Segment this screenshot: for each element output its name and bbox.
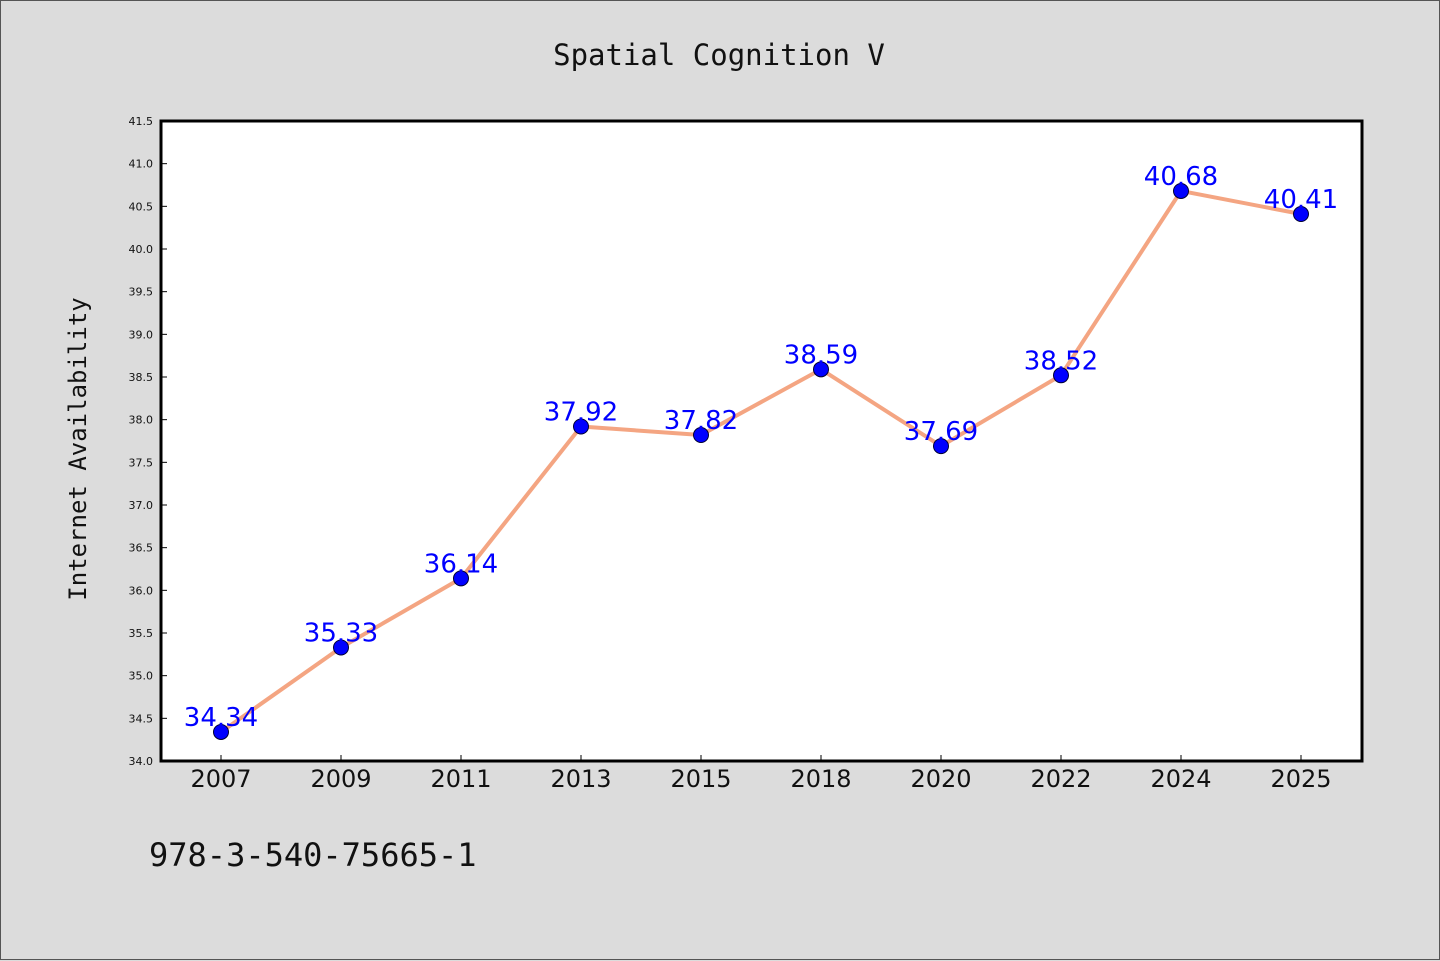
data-point	[333, 639, 349, 656]
x-tick-label: 2020	[910, 765, 971, 793]
data-point	[693, 427, 709, 444]
data-point	[453, 570, 469, 587]
data-label: 37.92	[544, 397, 618, 427]
y-tick-label: 39.0	[129, 328, 154, 341]
y-axis: 34.0 34.5 35.0 35.5 36.0 36.5 37.0 37.5 38.0 38.5…	[129, 115, 167, 768]
y-tick-label: 41.5	[129, 115, 154, 128]
data-label-group: 34.34 35.33 36.14 37.92 37.82 38.59 37.69 38.52…	[184, 162, 1338, 733]
y-tick-label: 39.5	[129, 286, 154, 299]
data-point	[1173, 182, 1189, 199]
isbn-footer: 978-3-540-75665-1	[149, 836, 477, 874]
x-tick-label: 2007	[190, 765, 251, 793]
data-point	[213, 723, 229, 740]
x-tick-label: 2018	[790, 765, 851, 793]
y-tick-label: 34.0	[129, 755, 154, 768]
series-line-group	[219, 188, 1302, 734]
y-tick-label: 38.0	[129, 414, 154, 427]
y-tick-label: 40.5	[129, 200, 154, 213]
data-label: 34.34	[184, 703, 258, 733]
x-tick-label: 2013	[550, 765, 611, 793]
data-label: 38.52	[1024, 346, 1098, 376]
data-point	[813, 361, 829, 378]
y-tick-label: 40.0	[129, 243, 154, 256]
data-point	[933, 438, 949, 455]
x-tick-label: 2011	[430, 765, 491, 793]
x-tick-label: 2022	[1030, 765, 1091, 793]
y-tick-label: 37.5	[129, 456, 154, 469]
y-tick-label: 36.0	[129, 584, 154, 597]
x-tick-label: 2024	[1150, 765, 1211, 793]
data-label: 37.69	[904, 417, 978, 447]
y-tick-label: 34.5	[129, 712, 154, 725]
data-label: 40.41	[1264, 185, 1338, 215]
data-label: 36.14	[424, 549, 498, 579]
data-point	[1053, 367, 1069, 384]
data-label: 37.82	[664, 406, 738, 436]
y-tick-label: 35.0	[129, 670, 154, 683]
x-axis: 2007 2009 2011 2013 2015 2018 2020 2022 2024 2025	[190, 755, 1332, 793]
plot-area	[159, 119, 1364, 763]
data-point	[1293, 206, 1309, 223]
data-label: 40.68	[1144, 162, 1218, 192]
marker-group	[213, 182, 1309, 740]
data-point	[573, 418, 589, 435]
y-tick-label: 36.5	[129, 542, 154, 555]
y-tick-label: 37.0	[129, 499, 154, 512]
y-tick-label: 38.5	[129, 371, 154, 384]
x-tick-label: 2015	[670, 765, 731, 793]
x-tick-label: 2025	[1270, 765, 1331, 793]
y-axis-label: Internet Availability	[64, 297, 92, 600]
series-line	[219, 188, 1302, 734]
data-label: 38.59	[784, 340, 858, 370]
chart-title: Spatial Cognition V	[553, 38, 885, 72]
y-tick-label: 41.0	[129, 158, 154, 171]
x-tick-label: 2009	[310, 765, 371, 793]
y-tick-label: 35.5	[129, 627, 154, 640]
data-label: 35.33	[304, 619, 378, 649]
